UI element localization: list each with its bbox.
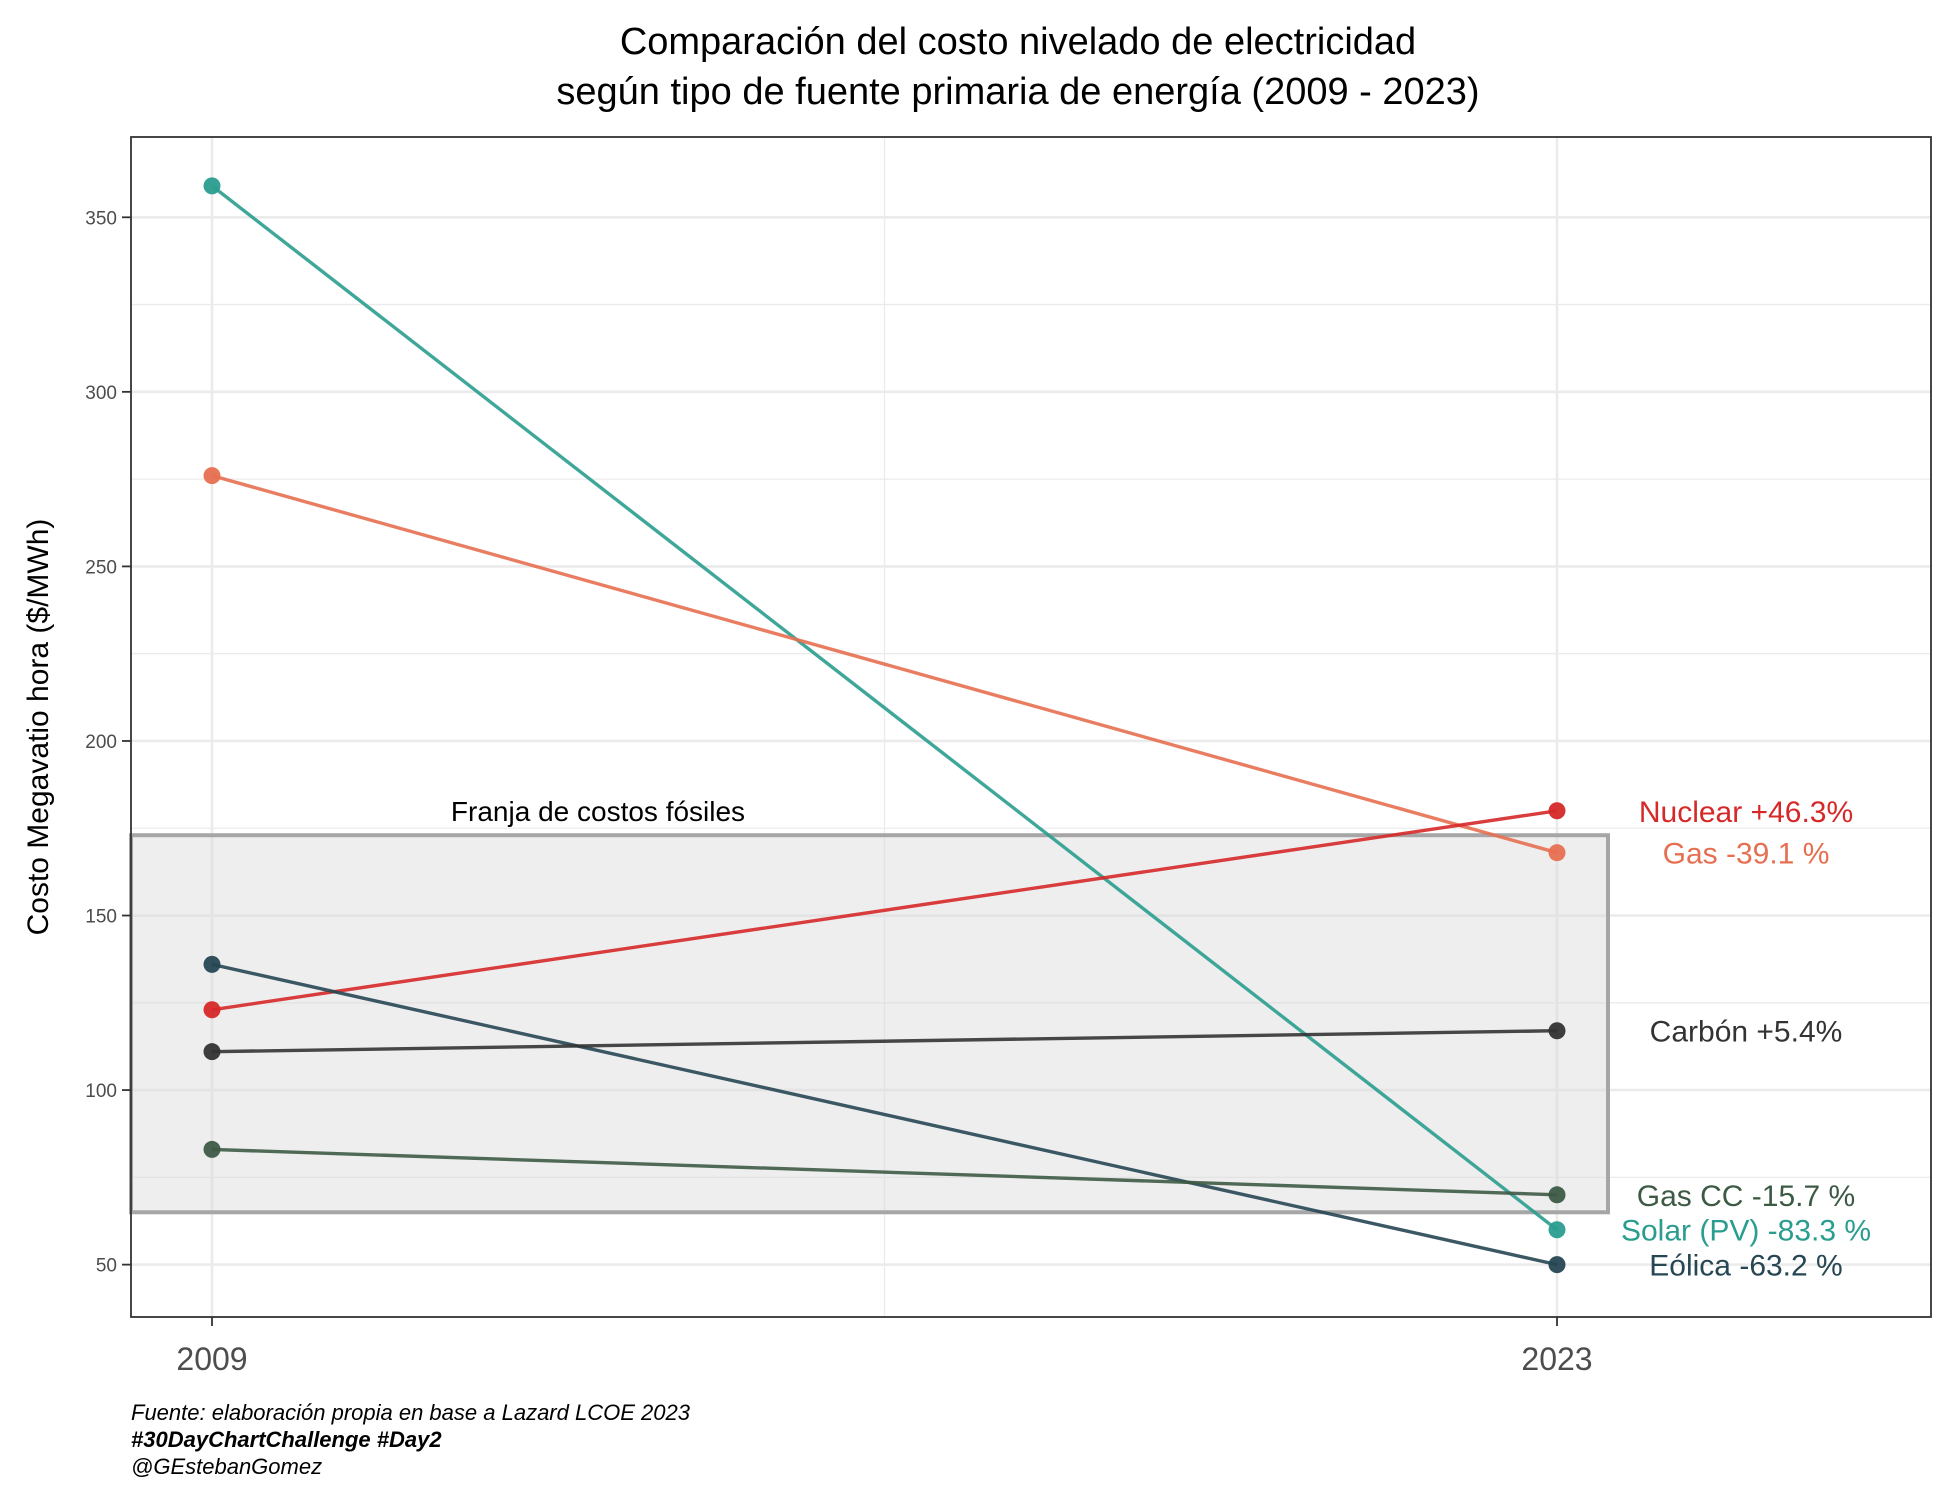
chart-title: Comparación del costo nivelado de electr… [556, 21, 1479, 113]
series-labels: Solar (PV) -83.3 % Gas -39.1 % Nuclear +46… [1621, 796, 1871, 1283]
title-line-2: según tipo de fuente primaria de energía… [556, 71, 1479, 113]
series-line-gas-cc [211, 1147, 1558, 1197]
series-line-solar-pv [210, 184, 1559, 1232]
label-solar-pv: Solar (PV) -83.3 % [1621, 1215, 1871, 1248]
point-carbon-2009 [203, 1043, 221, 1061]
point-nuclear-2023 [1548, 802, 1566, 820]
caption-tag: #30DayChartChallenge #Day2 [131, 1427, 442, 1452]
point-gas-cc-2023 [1548, 1186, 1566, 1204]
label-carbon: Carbón +5.4% [1650, 1016, 1843, 1049]
series-carbon [203, 1022, 1566, 1061]
point-eolica-2009 [203, 955, 221, 973]
y-axis-title: Costo Megavatio hora ($/MWh) [22, 519, 55, 936]
caption: Fuente: elaboración propia en base a Laz… [131, 1400, 691, 1479]
fossil-cost-band: Franja de costos fósiles [129, 796, 1610, 1215]
label-eolica: Eólica -63.2 % [1649, 1250, 1842, 1283]
fossil-band-rect [129, 833, 1610, 1215]
y-tick-label: 50 [96, 1256, 117, 1277]
point-gas-2023 [1548, 844, 1566, 862]
y-tick-label: 300 [85, 383, 117, 404]
series-gas-cc [203, 1140, 1566, 1204]
label-nuclear: Nuclear +46.3% [1639, 796, 1853, 829]
y-tick-label: 100 [85, 1081, 117, 1102]
point-gas-2009 [203, 467, 221, 485]
title-line-1: Comparación del costo nivelado de electr… [620, 21, 1416, 63]
y-tick-label: 200 [85, 732, 117, 753]
series-line-gas [211, 474, 1558, 855]
caption-author: @GEstebanGomez [131, 1454, 322, 1479]
series-nuclear [203, 802, 1566, 1019]
series-solar-pv [203, 177, 1566, 1239]
caption-source: Fuente: elaboración propia en base a Laz… [131, 1400, 691, 1425]
point-solar-pv-2009 [203, 177, 221, 195]
point-solar-pv-2023 [1548, 1221, 1566, 1239]
y-tick-label: 350 [85, 208, 117, 229]
label-gas: Gas -39.1 % [1663, 838, 1830, 871]
y-axis: 50 100 150 200 250 300 350 [85, 208, 131, 1277]
point-gas-cc-2009 [203, 1140, 221, 1158]
x-axis: 2009 2023 [176, 1317, 1593, 1377]
x-tick-label: 2009 [176, 1341, 247, 1377]
series-line-nuclear [211, 809, 1558, 1012]
y-tick-label: 150 [85, 907, 117, 928]
point-eolica-2023 [1548, 1256, 1566, 1274]
series-gas [203, 467, 1566, 862]
series-line-eolica [211, 962, 1558, 1267]
y-tick-label: 250 [85, 557, 117, 578]
gridlines [131, 137, 1931, 1317]
point-nuclear-2009 [203, 1001, 221, 1019]
point-carbon-2023 [1548, 1022, 1566, 1040]
plot-background [131, 137, 1931, 1317]
label-gas-cc: Gas CC -15.7 % [1637, 1180, 1855, 1213]
series-line-carbon [211, 1029, 1558, 1054]
plot-border [130, 136, 1932, 1318]
series-group [203, 177, 1566, 1274]
x-tick-label: 2023 [1521, 1341, 1592, 1377]
fossil-band-label: Franja de costos fósiles [451, 796, 745, 827]
series-eolica [203, 955, 1566, 1274]
